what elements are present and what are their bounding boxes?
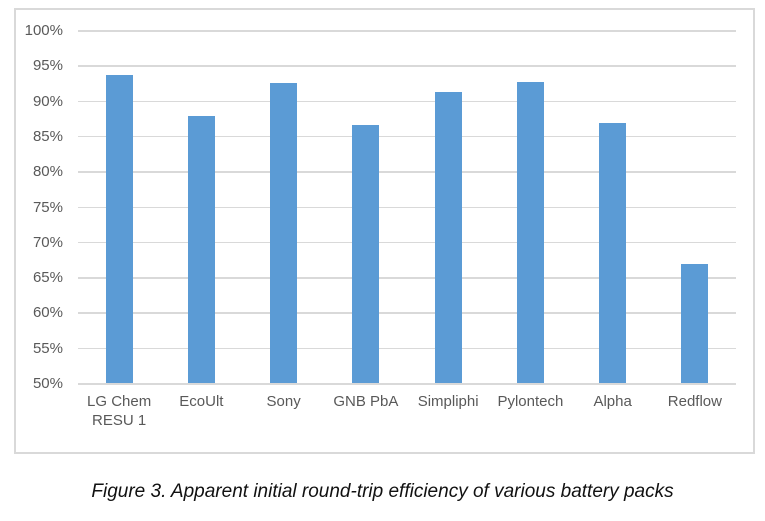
gridline-90: [78, 100, 736, 103]
bar-redflow: [681, 264, 709, 383]
bar-simpliphi: [434, 92, 462, 383]
bar-gnb-pba: [352, 125, 380, 383]
y-axis-tick-label: 85%: [32, 127, 63, 145]
gridline-95: [78, 65, 736, 67]
bar-lg-chem-resu-1: [105, 75, 133, 383]
x-axis-tick-label: Alpha: [593, 393, 632, 410]
y-axis-tick-label: 75%: [32, 198, 63, 216]
figure-caption: Figure 3. Apparent initial round-trip ef…: [91, 481, 674, 502]
bar-alpha: [599, 123, 627, 383]
y-axis-tick-label: 55%: [32, 339, 63, 357]
gridline-55: [78, 347, 736, 350]
y-axis-tick-label: 90%: [32, 92, 63, 110]
bar-sony: [270, 82, 298, 383]
y-axis-tick-label: 70%: [32, 233, 63, 251]
x-axis-tick-label: Redflow: [667, 393, 722, 410]
gridline-75: [78, 206, 736, 208]
x-axis-tick-label: GNB PbA: [333, 393, 399, 410]
x-axis-tick-label: Pylontech: [497, 393, 564, 410]
y-axis-tick-label: 60%: [32, 304, 63, 322]
x-axis-tick-label: LG Chem RESU 1: [87, 393, 152, 429]
x-axis-tick-label: Simpliphi: [417, 393, 479, 410]
gridline-85: [78, 135, 736, 138]
x-axis-tick-label: Sony: [266, 393, 301, 410]
gridline-70: [78, 241, 736, 244]
gridline-60: [78, 312, 736, 314]
bar-ecoult: [187, 116, 215, 383]
bar-pylontech: [516, 81, 544, 383]
gridline-80: [78, 171, 736, 173]
gridline-100: [78, 30, 736, 32]
y-axis-tick-label: 95%: [32, 57, 63, 75]
gridline-65: [78, 277, 736, 279]
y-axis-tick-label: 80%: [32, 163, 63, 181]
y-axis-tick-label: 100%: [24, 22, 63, 39]
bar-chart-frame: 100% 95% 90% 85% 80% 75% 70% 65% 60% 55% 50% LG Ch…: [14, 8, 755, 454]
x-axis-tick-label: EcoUlt: [179, 393, 224, 410]
y-axis-tick-label: 50%: [32, 375, 63, 392]
y-axis-tick-label: 65%: [32, 269, 63, 287]
gridline-50: [78, 383, 736, 385]
